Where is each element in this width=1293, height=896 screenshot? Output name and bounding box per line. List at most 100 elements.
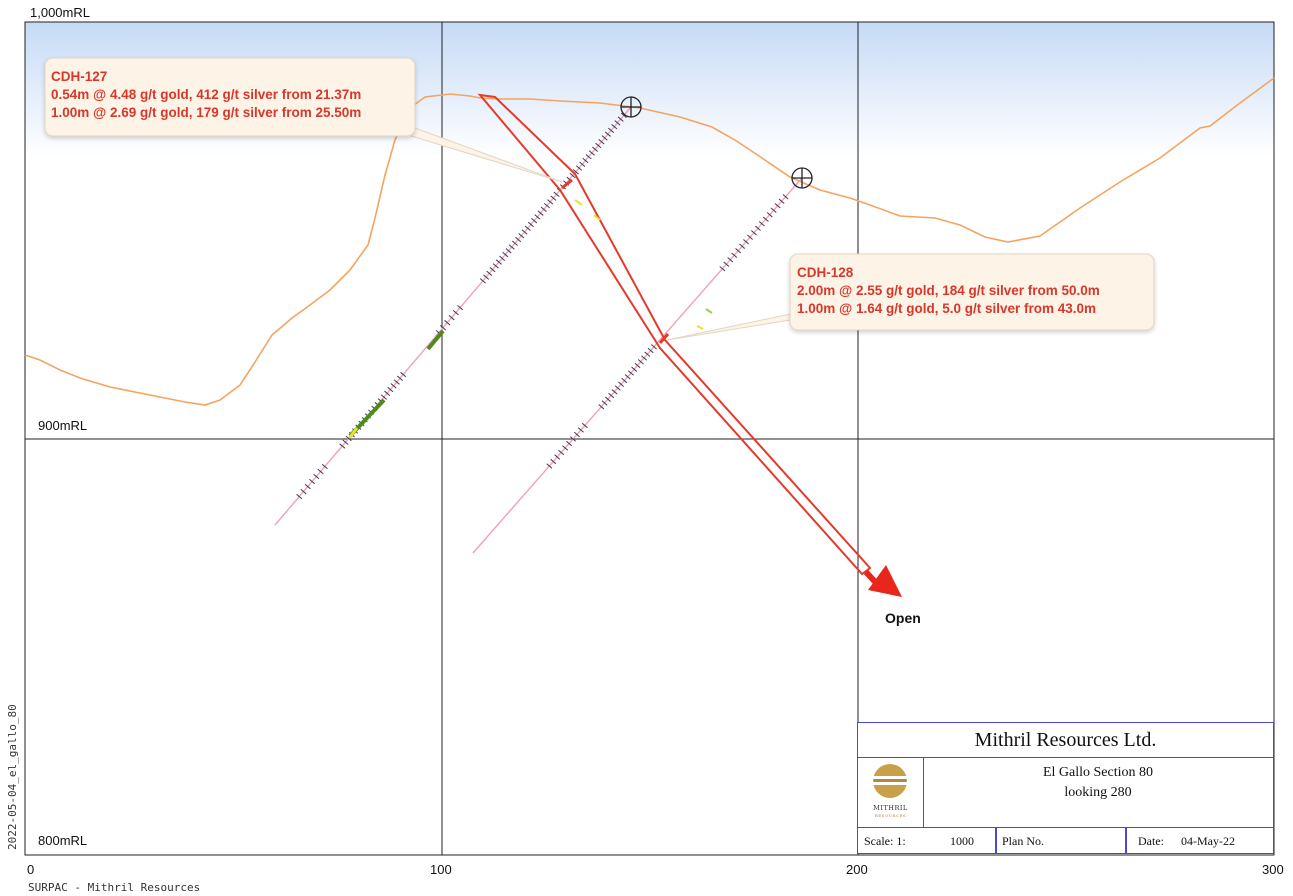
sample-ticks-cdh-128	[546, 194, 789, 469]
sample-tick	[618, 381, 625, 387]
sample-tick	[489, 266, 496, 273]
sample-tick	[595, 142, 602, 149]
section-subtitle: El Gallo Section 80 looking 280	[923, 763, 1273, 803]
intercept-markers	[561, 178, 713, 344]
scale-value: 1000	[950, 834, 974, 848]
sample-tick	[296, 493, 303, 500]
sample-tick	[582, 157, 589, 164]
logo-emblem-icon	[870, 764, 910, 798]
sample-tick	[521, 229, 528, 235]
sample-tick	[313, 473, 320, 480]
sample-tick	[495, 259, 502, 265]
sample-tick	[537, 210, 544, 216]
sample-tick	[342, 439, 349, 445]
easting-label-0: 0	[27, 862, 34, 877]
company-logo: MITHRIL RESOURCES	[858, 757, 924, 827]
date-label: Date:	[1138, 834, 1164, 848]
callout-title-cdh-128: CDH-128	[797, 265, 854, 280]
sample-tick	[608, 127, 615, 134]
sample-tick	[511, 240, 518, 246]
callout-cdh-127: CDH-127 0.54m @ 4.48 g/t gold, 412 g/t s…	[44, 57, 416, 137]
sample-tick	[604, 131, 611, 137]
sample-tick	[553, 191, 560, 198]
company-name: Mithril Resources Ltd.	[858, 723, 1273, 758]
sample-tick	[624, 374, 631, 380]
sample-tick	[400, 371, 407, 378]
sample-tick	[543, 202, 550, 209]
title-block-info-row: Scale: 1: 1000 Plan No. Date: 04-May-22	[858, 827, 1273, 854]
sample-tick	[641, 355, 648, 361]
rl-label-800: 800mRL	[38, 833, 87, 848]
sample-tick	[647, 347, 654, 354]
sample-tick	[384, 390, 391, 396]
sample-tick	[620, 112, 627, 119]
topography-line	[24, 77, 1275, 406]
sample-tick	[562, 445, 569, 451]
sample-tick	[739, 243, 746, 249]
sample-tick	[592, 146, 599, 152]
sample-tick	[452, 310, 459, 316]
subtitle-line-1: El Gallo Section 80	[1042, 765, 1154, 780]
sample-tick	[393, 379, 400, 385]
sample-tick	[508, 244, 515, 250]
sample-tick	[782, 194, 789, 200]
sample-tick	[634, 362, 641, 369]
callout-line-2-cdh-127: 1.00m @ 2.69 g/t gold, 179 g/t silver fr…	[51, 105, 361, 120]
sample-tick	[390, 383, 397, 389]
sample-tick	[479, 278, 486, 284]
sample-tick	[550, 458, 557, 465]
sample-tick	[585, 154, 592, 160]
sample-tick	[566, 440, 573, 447]
footer-credit: SURPAC - Mithril Resources	[28, 881, 200, 894]
sample-tick	[524, 225, 531, 231]
sample-tick	[300, 488, 307, 495]
scale-label: Scale: 1:	[864, 834, 906, 848]
sample-tick	[617, 116, 624, 122]
sample-tick	[588, 150, 595, 156]
open-label: Open	[885, 610, 921, 626]
sample-tick	[558, 449, 565, 456]
sample-tick	[576, 165, 583, 171]
sample-tick	[735, 248, 742, 254]
sample-tick	[644, 351, 651, 357]
sample-tick	[540, 206, 547, 213]
sample-tick	[611, 123, 618, 130]
plan-no-label: Plan No.	[1002, 834, 1044, 848]
sample-tick	[604, 396, 611, 402]
date-value: 04-May-22	[1181, 834, 1235, 848]
sample-tick	[598, 139, 605, 145]
sample-tick	[550, 195, 557, 201]
sample-tick	[727, 257, 734, 263]
collar-marker-cdh-127	[620, 96, 642, 118]
sample-tick	[518, 233, 525, 239]
title-block: Mithril Resources Ltd. MITHRIL RESOURCES…	[857, 722, 1274, 854]
sample-tick	[309, 478, 316, 485]
sample-tick	[631, 366, 638, 372]
rl-label-900: 900mRL	[38, 418, 87, 433]
sample-tick	[621, 377, 628, 384]
sample-tick	[770, 207, 777, 213]
sample-tick	[731, 252, 738, 258]
sample-tick	[546, 463, 553, 469]
logo-wordmark: MITHRIL	[873, 804, 908, 812]
callout-line-1-cdh-127: 0.54m @ 4.48 g/t gold, 412 g/t silver fr…	[51, 87, 361, 102]
logo-subwordmark: RESOURCES	[874, 813, 907, 818]
callout-title-cdh-127: CDH-127	[51, 69, 107, 84]
sample-tick	[598, 404, 605, 410]
lithology-interval-3	[348, 427, 359, 438]
sample-tick	[743, 239, 750, 245]
sample-tick	[579, 161, 586, 167]
callout-cdh-128: CDH-128 2.00m @ 2.55 g/t gold, 184 g/t s…	[789, 253, 1155, 331]
subtitle-line-2: looking 280	[1064, 785, 1132, 800]
lithology-interval-1	[426, 329, 445, 351]
sample-tick	[387, 386, 394, 393]
sample-tick	[505, 248, 512, 254]
sample-tick	[608, 392, 615, 399]
drill-trace-cdh-127	[274, 106, 632, 526]
sample-tick	[527, 221, 534, 228]
callout-line-2-cdh-128: 1.00m @ 1.64 g/t gold, 5.0 g/t silver fr…	[797, 301, 1096, 316]
sample-tick	[317, 468, 324, 475]
lode-outline	[477, 93, 872, 576]
sample-tick	[774, 203, 781, 209]
callout-line-1-cdh-128: 2.00m @ 2.55 g/t gold, 184 g/t silver fr…	[797, 283, 1100, 298]
